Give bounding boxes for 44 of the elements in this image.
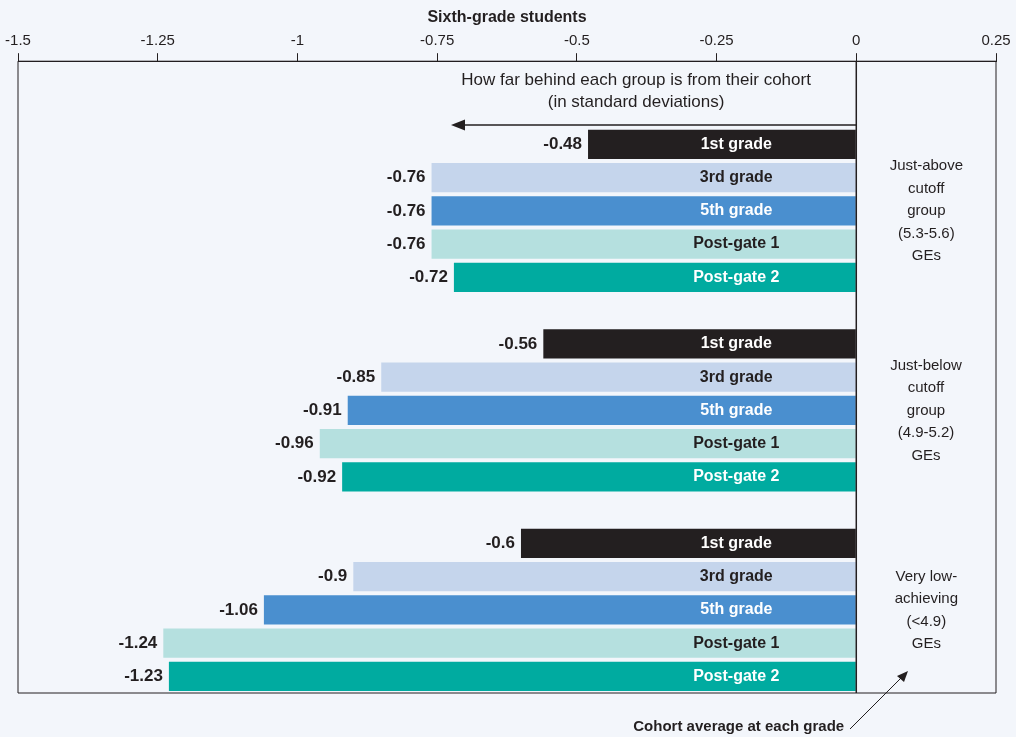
data-label: -1.23 [124,666,163,686]
data-label: -0.76 [386,200,426,220]
data-label: -0.6 [485,533,515,553]
data-label: -0.48 [543,134,583,154]
x-tick-label: 0 [852,31,861,49]
x-tick-label: -1 [290,31,305,49]
data-label: -0.92 [297,466,337,486]
annotation: Just-below cutoff group (4.9-5.2) GEs [890,354,962,465]
y-tick-label: 3rd grade [699,567,773,585]
y-tick-label: 5th grade [700,201,773,219]
y-tick-label: 5th grade [700,600,773,618]
y-tick-label: Post-gate 2 [693,666,780,684]
y-tick-label: 3rd grade [699,367,773,385]
y-tick-label: Post-gate 1 [693,234,780,252]
data-label: -0.91 [302,400,342,420]
data-label: -1.06 [219,599,258,619]
data-label: -0.85 [336,366,376,386]
x-tick-label: -0.5 [563,31,590,49]
x-tick-label: -1.5 [5,31,31,49]
ref-line-label: Cohort average at each grade [633,717,845,734]
x-tick-label: -1.25 [140,31,175,49]
y-tick-label: 5th grade [700,400,773,418]
annotation: Just-above cutoff group (5.3-5.6) GEs [889,155,964,266]
annotation: Very low- achieving (<4.9) GEs [894,565,959,654]
y-tick-label: Post-gate 2 [693,267,780,285]
data-label: -0.9 [318,566,348,586]
x-tick-label: 0.25 [981,31,1011,49]
data-label: -1.24 [118,632,158,652]
x-tick-label: -0.75 [420,31,455,49]
y-tick-label: 1st grade [700,334,772,352]
data-label: -0.76 [386,233,426,253]
data-label: -0.96 [275,433,314,453]
chart-title: Sixth-grade students [427,8,587,26]
annotation: How far behind each group is from their cohort (in standard deviations) [461,69,811,114]
y-tick-label: 3rd grade [699,167,773,185]
data-label: -0.56 [498,333,538,353]
y-tick-label: 1st grade [700,533,772,551]
x-tick-label: -0.25 [699,31,734,49]
y-tick-label: Post-gate 1 [693,434,780,452]
data-label: -0.72 [409,267,448,287]
data-label: -0.76 [386,167,426,187]
y-tick-label: Post-gate 2 [693,467,780,485]
y-tick-label: Post-gate 1 [693,633,780,651]
y-tick-label: 1st grade [700,134,772,152]
